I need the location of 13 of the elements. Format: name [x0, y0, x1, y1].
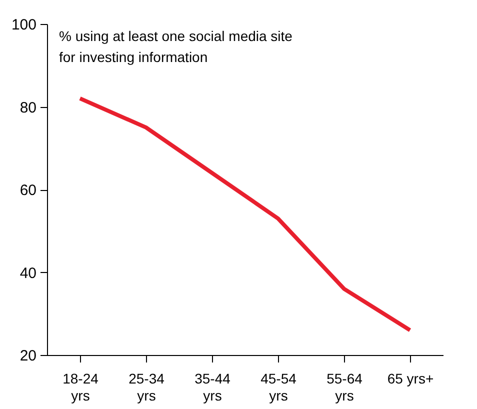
x-tick-label: 35-44 yrs — [194, 370, 231, 404]
x-tick-label: 45-54 yrs — [260, 370, 297, 404]
text: % using at least one social media site for investing information — [59, 28, 293, 65]
x-tick-label: 25-34 yrs — [128, 370, 165, 404]
y-tick-label: 40 — [20, 264, 36, 282]
line-series — [78, 96, 412, 332]
x-tick-label: 18-24 yrs — [62, 370, 99, 404]
x-tick-label: 55-64 yrs — [326, 370, 363, 404]
x-tick-label: 65 yrs+ — [387, 370, 434, 386]
y-tick-label: 100 — [11, 16, 36, 34]
y-tick-label: 20 — [20, 348, 36, 364]
y-tick-label: 60 — [20, 182, 36, 199]
y-tick-label: 80 — [20, 99, 36, 116]
